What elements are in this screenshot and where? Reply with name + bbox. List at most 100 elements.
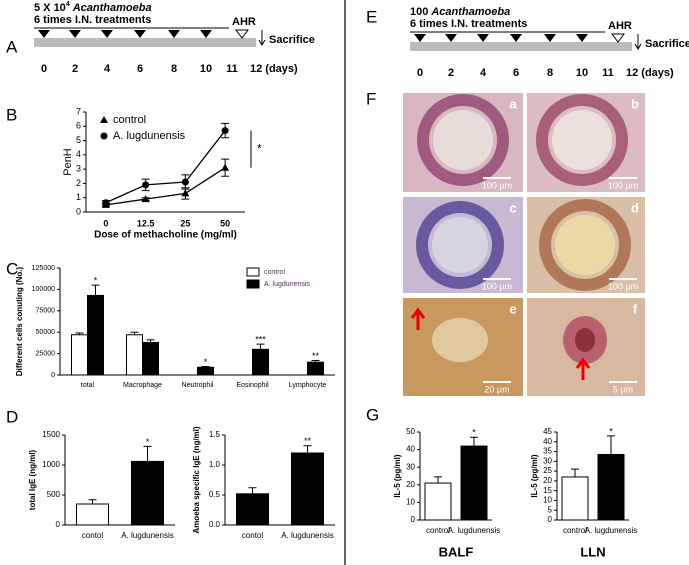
day-label: 11 xyxy=(602,67,614,79)
scale-label: 5 µm xyxy=(613,384,633,394)
airway xyxy=(417,94,509,186)
error-bar xyxy=(143,445,152,462)
lumen xyxy=(433,110,493,170)
legend-label: A. lugdunensis xyxy=(113,130,186,142)
exponent: 4 xyxy=(66,1,70,8)
arrow xyxy=(410,307,426,330)
error-bar xyxy=(470,436,478,447)
bar xyxy=(76,503,109,526)
scale-label: 100 µm xyxy=(482,180,512,190)
y-tick-label: 100000 xyxy=(32,286,55,293)
y-tick-label: 0 xyxy=(51,372,55,379)
x-tick-label: 0 xyxy=(103,218,108,228)
error-bar xyxy=(571,468,579,477)
y-tick-label: 25 xyxy=(543,466,552,475)
organism: Acanthamoeba xyxy=(72,2,152,14)
image-label: c xyxy=(509,200,516,215)
treatment-marker xyxy=(414,34,426,42)
bar xyxy=(126,334,143,376)
y-tick-label: 0 xyxy=(411,515,416,524)
ahr-marker xyxy=(235,29,249,39)
y-tick-label: 45 xyxy=(543,427,552,436)
day-label: 0 xyxy=(417,67,423,79)
bar xyxy=(236,493,269,526)
y-tick-label: 125000 xyxy=(32,265,55,272)
y-tick-label: 15 xyxy=(543,486,552,495)
lumen xyxy=(552,110,612,170)
y-tick-label: 7 xyxy=(76,106,81,116)
x-tick-label: 50 xyxy=(220,218,230,228)
panel-label: A xyxy=(6,37,18,56)
airway xyxy=(416,201,504,289)
x-tick-label: 12.5 xyxy=(137,218,155,228)
bar xyxy=(597,453,625,521)
sacrifice-arrow xyxy=(258,30,266,46)
y-tick-label: 50000 xyxy=(36,329,56,336)
lumen xyxy=(432,217,488,273)
marker xyxy=(100,116,108,123)
x-axis-label: Dose of methacholine (mg/ml) xyxy=(94,230,237,241)
time-bar xyxy=(410,42,632,51)
y-tick-label: 75000 xyxy=(36,308,56,315)
bar xyxy=(307,361,324,376)
annotation: * xyxy=(257,141,262,155)
significance: ** xyxy=(304,436,312,446)
x-axis-label: LLN xyxy=(580,544,605,559)
timeline-title: 5 X 104 Acanthamoeba xyxy=(34,1,152,14)
significance: * xyxy=(204,357,208,367)
y-axis-label: IL-5 (pg/ml) xyxy=(530,454,539,497)
legend-label: A. lugdunensis xyxy=(264,281,310,288)
nucleus xyxy=(575,328,595,352)
significance: * xyxy=(146,437,150,447)
sacrifice-label: Sacrifice xyxy=(269,34,315,46)
marker xyxy=(142,181,150,189)
y-tick-label: 30 xyxy=(406,462,415,471)
marker xyxy=(141,195,150,203)
histology-images xyxy=(403,93,645,396)
y-tick-label: 0.0 xyxy=(209,520,221,529)
y-tick-label: 10 xyxy=(543,496,552,505)
sacrifice-arrow xyxy=(634,34,642,50)
error-bar xyxy=(88,499,97,504)
y-tick-label: 3 xyxy=(76,164,81,174)
day-label: 2 xyxy=(72,63,78,75)
x-tick-label: Lymphocyte xyxy=(289,382,327,389)
treatment-marker xyxy=(101,30,113,38)
error-bar xyxy=(75,332,84,335)
y-tick-label: 6 xyxy=(76,121,81,131)
treatments: 6 times I.N. treatments xyxy=(34,14,151,26)
error-bar xyxy=(130,331,139,335)
error-bar xyxy=(256,343,265,350)
treatment-marker xyxy=(69,30,81,38)
day-label: 6 xyxy=(513,67,519,79)
error-bar xyxy=(303,445,312,453)
bar xyxy=(87,294,104,376)
x-tick-label: A. lugdunensis xyxy=(585,526,637,535)
organism: Acanthamoeba xyxy=(430,6,510,18)
day-label: 2 xyxy=(448,67,454,79)
panel-label: D xyxy=(6,407,18,426)
panel-label: B xyxy=(6,105,17,124)
marker xyxy=(221,127,229,135)
day-label: 4 xyxy=(480,67,487,79)
y-tick-label: 500 xyxy=(47,490,61,499)
y-axis-label: Different cells conuting (No.) xyxy=(15,267,24,377)
significance: * xyxy=(609,426,613,436)
day-label: 12 (days) xyxy=(250,63,298,75)
y-axis-label: IL-5 (pg/ml) xyxy=(393,454,402,497)
airway xyxy=(536,94,628,186)
treatment-marker xyxy=(200,30,212,38)
treatments: 6 times I.N. treatments xyxy=(410,18,527,30)
x-tick-label: Eosinophil xyxy=(236,382,269,389)
day-label: 4 xyxy=(104,63,111,75)
bar xyxy=(71,334,88,376)
marker xyxy=(181,178,189,186)
y-tick-label: 1.5 xyxy=(209,430,221,439)
treatment-marker xyxy=(134,30,146,38)
error-bar xyxy=(146,339,155,343)
scale-label: 100 µm xyxy=(608,281,638,291)
x-axis-label: BALF xyxy=(439,544,474,559)
bar xyxy=(142,341,159,376)
